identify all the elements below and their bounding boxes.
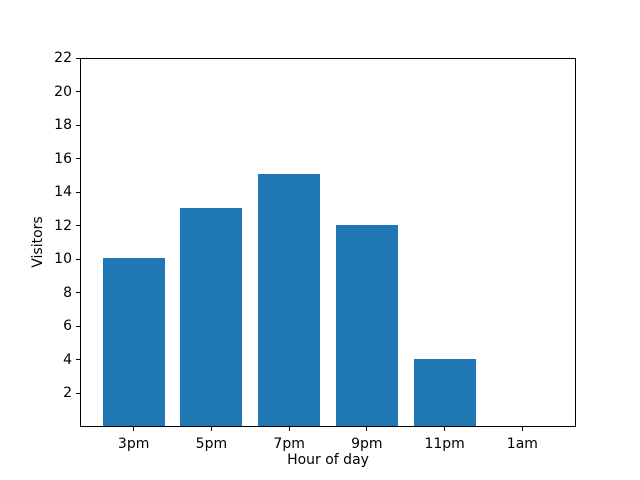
y-tick-mark: [76, 191, 80, 193]
y-tick-mark: [76, 225, 80, 227]
y-tick-label: 16: [54, 150, 72, 167]
x-tick-mark: [288, 427, 290, 431]
bar-11pm: [413, 358, 476, 426]
y-tick-mark: [76, 158, 80, 160]
y-tick-label: 4: [63, 351, 72, 368]
y-tick-label: 22: [54, 50, 72, 66]
y-tick-mark: [76, 325, 80, 327]
bar-7pm: [258, 174, 321, 426]
x-tick-mark: [366, 427, 368, 431]
y-tick-label: 10: [54, 251, 72, 268]
y-tick-mark: [76, 292, 80, 294]
y-tick-mark: [76, 91, 80, 93]
x-tick-mark: [521, 427, 523, 431]
x-axis-label: Hour of day: [287, 452, 369, 468]
x-tick-label: 9pm: [351, 436, 383, 452]
y-tick-mark: [76, 392, 80, 394]
x-tick-mark: [210, 427, 212, 431]
x-tick-label: 3pm: [117, 436, 150, 452]
y-tick-label: 14: [54, 184, 72, 201]
bar-9pm: [335, 224, 398, 426]
y-tick-mark: [76, 124, 80, 126]
y-tick-label: 12: [54, 217, 72, 234]
y-tick-mark: [76, 57, 80, 59]
y-tick-label: 18: [54, 117, 72, 134]
y-tick-label: 8: [63, 284, 72, 301]
y-tick-label: 6: [63, 318, 72, 335]
plot-area: [80, 58, 576, 427]
y-tick-label: 20: [54, 83, 72, 100]
x-tick-label: 7pm: [273, 436, 305, 452]
y-tick-mark: [76, 258, 80, 260]
x-tick-label: 11pm: [424, 436, 465, 452]
x-tick-label: 1am: [506, 436, 538, 452]
y-tick-label: 2: [63, 385, 72, 402]
bar-5pm: [180, 207, 243, 426]
y-tick-mark: [76, 359, 80, 361]
x-tick-mark: [444, 427, 446, 431]
x-tick-label: 5pm: [195, 436, 228, 452]
bar-3pm: [102, 258, 165, 426]
x-tick-mark: [133, 427, 135, 431]
